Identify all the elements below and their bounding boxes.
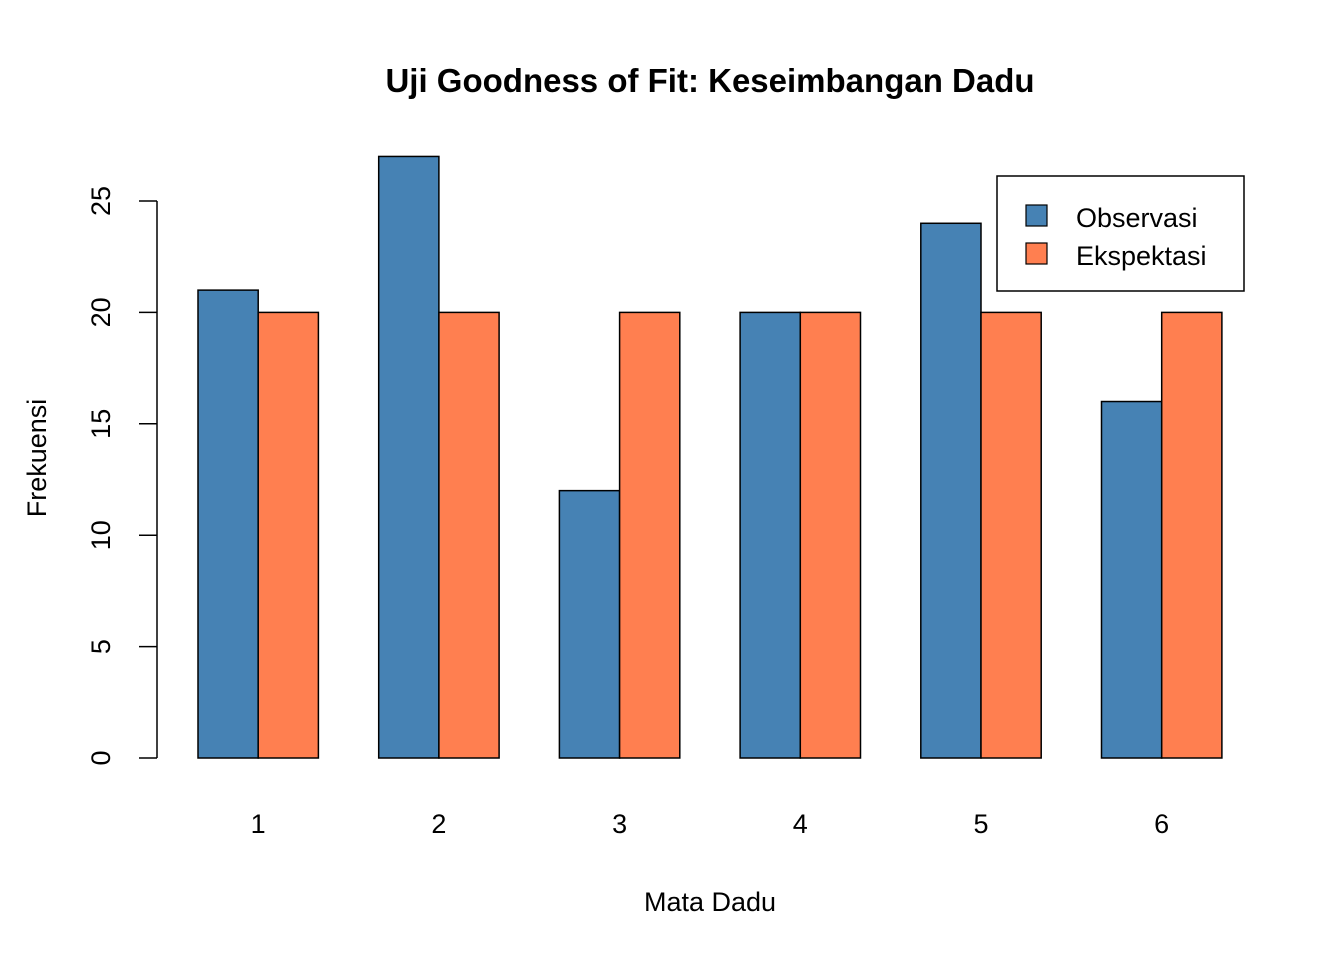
- legend-swatch-observasi: [1025, 204, 1048, 227]
- y-tick-label-20: 20: [86, 297, 116, 327]
- bar-observasi-5: [920, 222, 982, 759]
- bar-ekspektasi-1: [257, 311, 320, 759]
- x-axis-label: Mata Dadu: [644, 887, 776, 917]
- x-axis: 1 2 3 4 5 6: [251, 809, 1170, 839]
- y-tick-label-10: 10: [86, 520, 116, 550]
- bar-ekspektasi-3: [618, 311, 681, 759]
- legend-box: [996, 175, 1245, 292]
- y-tick-label-0: 0: [86, 750, 116, 765]
- legend: Observasi Ekspektasi: [996, 175, 1245, 292]
- x-tick-label-4: 4: [793, 809, 808, 839]
- bar-ekspektasi-6: [1160, 311, 1223, 759]
- y-tick-label-15: 15: [86, 409, 116, 439]
- legend-label-observasi: Observasi: [1076, 203, 1198, 233]
- bar-ekspektasi-5: [980, 311, 1042, 759]
- bar-ekspektasi-4: [799, 311, 862, 759]
- bar-ekspektasi-2: [438, 311, 500, 759]
- bar-observasi-1: [197, 289, 259, 759]
- bar-observasi-3: [558, 489, 621, 759]
- x-tick-label-2: 2: [431, 809, 446, 839]
- y-tick-label-5: 5: [86, 639, 116, 654]
- legend-swatch-ekspektasi: [1025, 242, 1048, 265]
- y-tick-label-25: 25: [86, 186, 116, 216]
- bars-group: [197, 155, 1223, 759]
- x-tick-label-3: 3: [612, 809, 627, 839]
- x-tick-label-5: 5: [973, 809, 988, 839]
- y-axis-label: Frekuensi: [22, 399, 52, 518]
- bar-observasi-6: [1100, 400, 1163, 759]
- x-tick-label-1: 1: [251, 809, 266, 839]
- bar-observasi-4: [739, 311, 802, 759]
- chart-title: Uji Goodness of Fit: Keseimbangan Dadu: [385, 62, 1034, 99]
- y-axis: 0 5 10 15 20 25: [86, 186, 158, 766]
- bar-observasi-2: [377, 155, 440, 759]
- legend-label-ekspektasi: Ekspektasi: [1076, 241, 1207, 271]
- x-tick-label-6: 6: [1154, 809, 1169, 839]
